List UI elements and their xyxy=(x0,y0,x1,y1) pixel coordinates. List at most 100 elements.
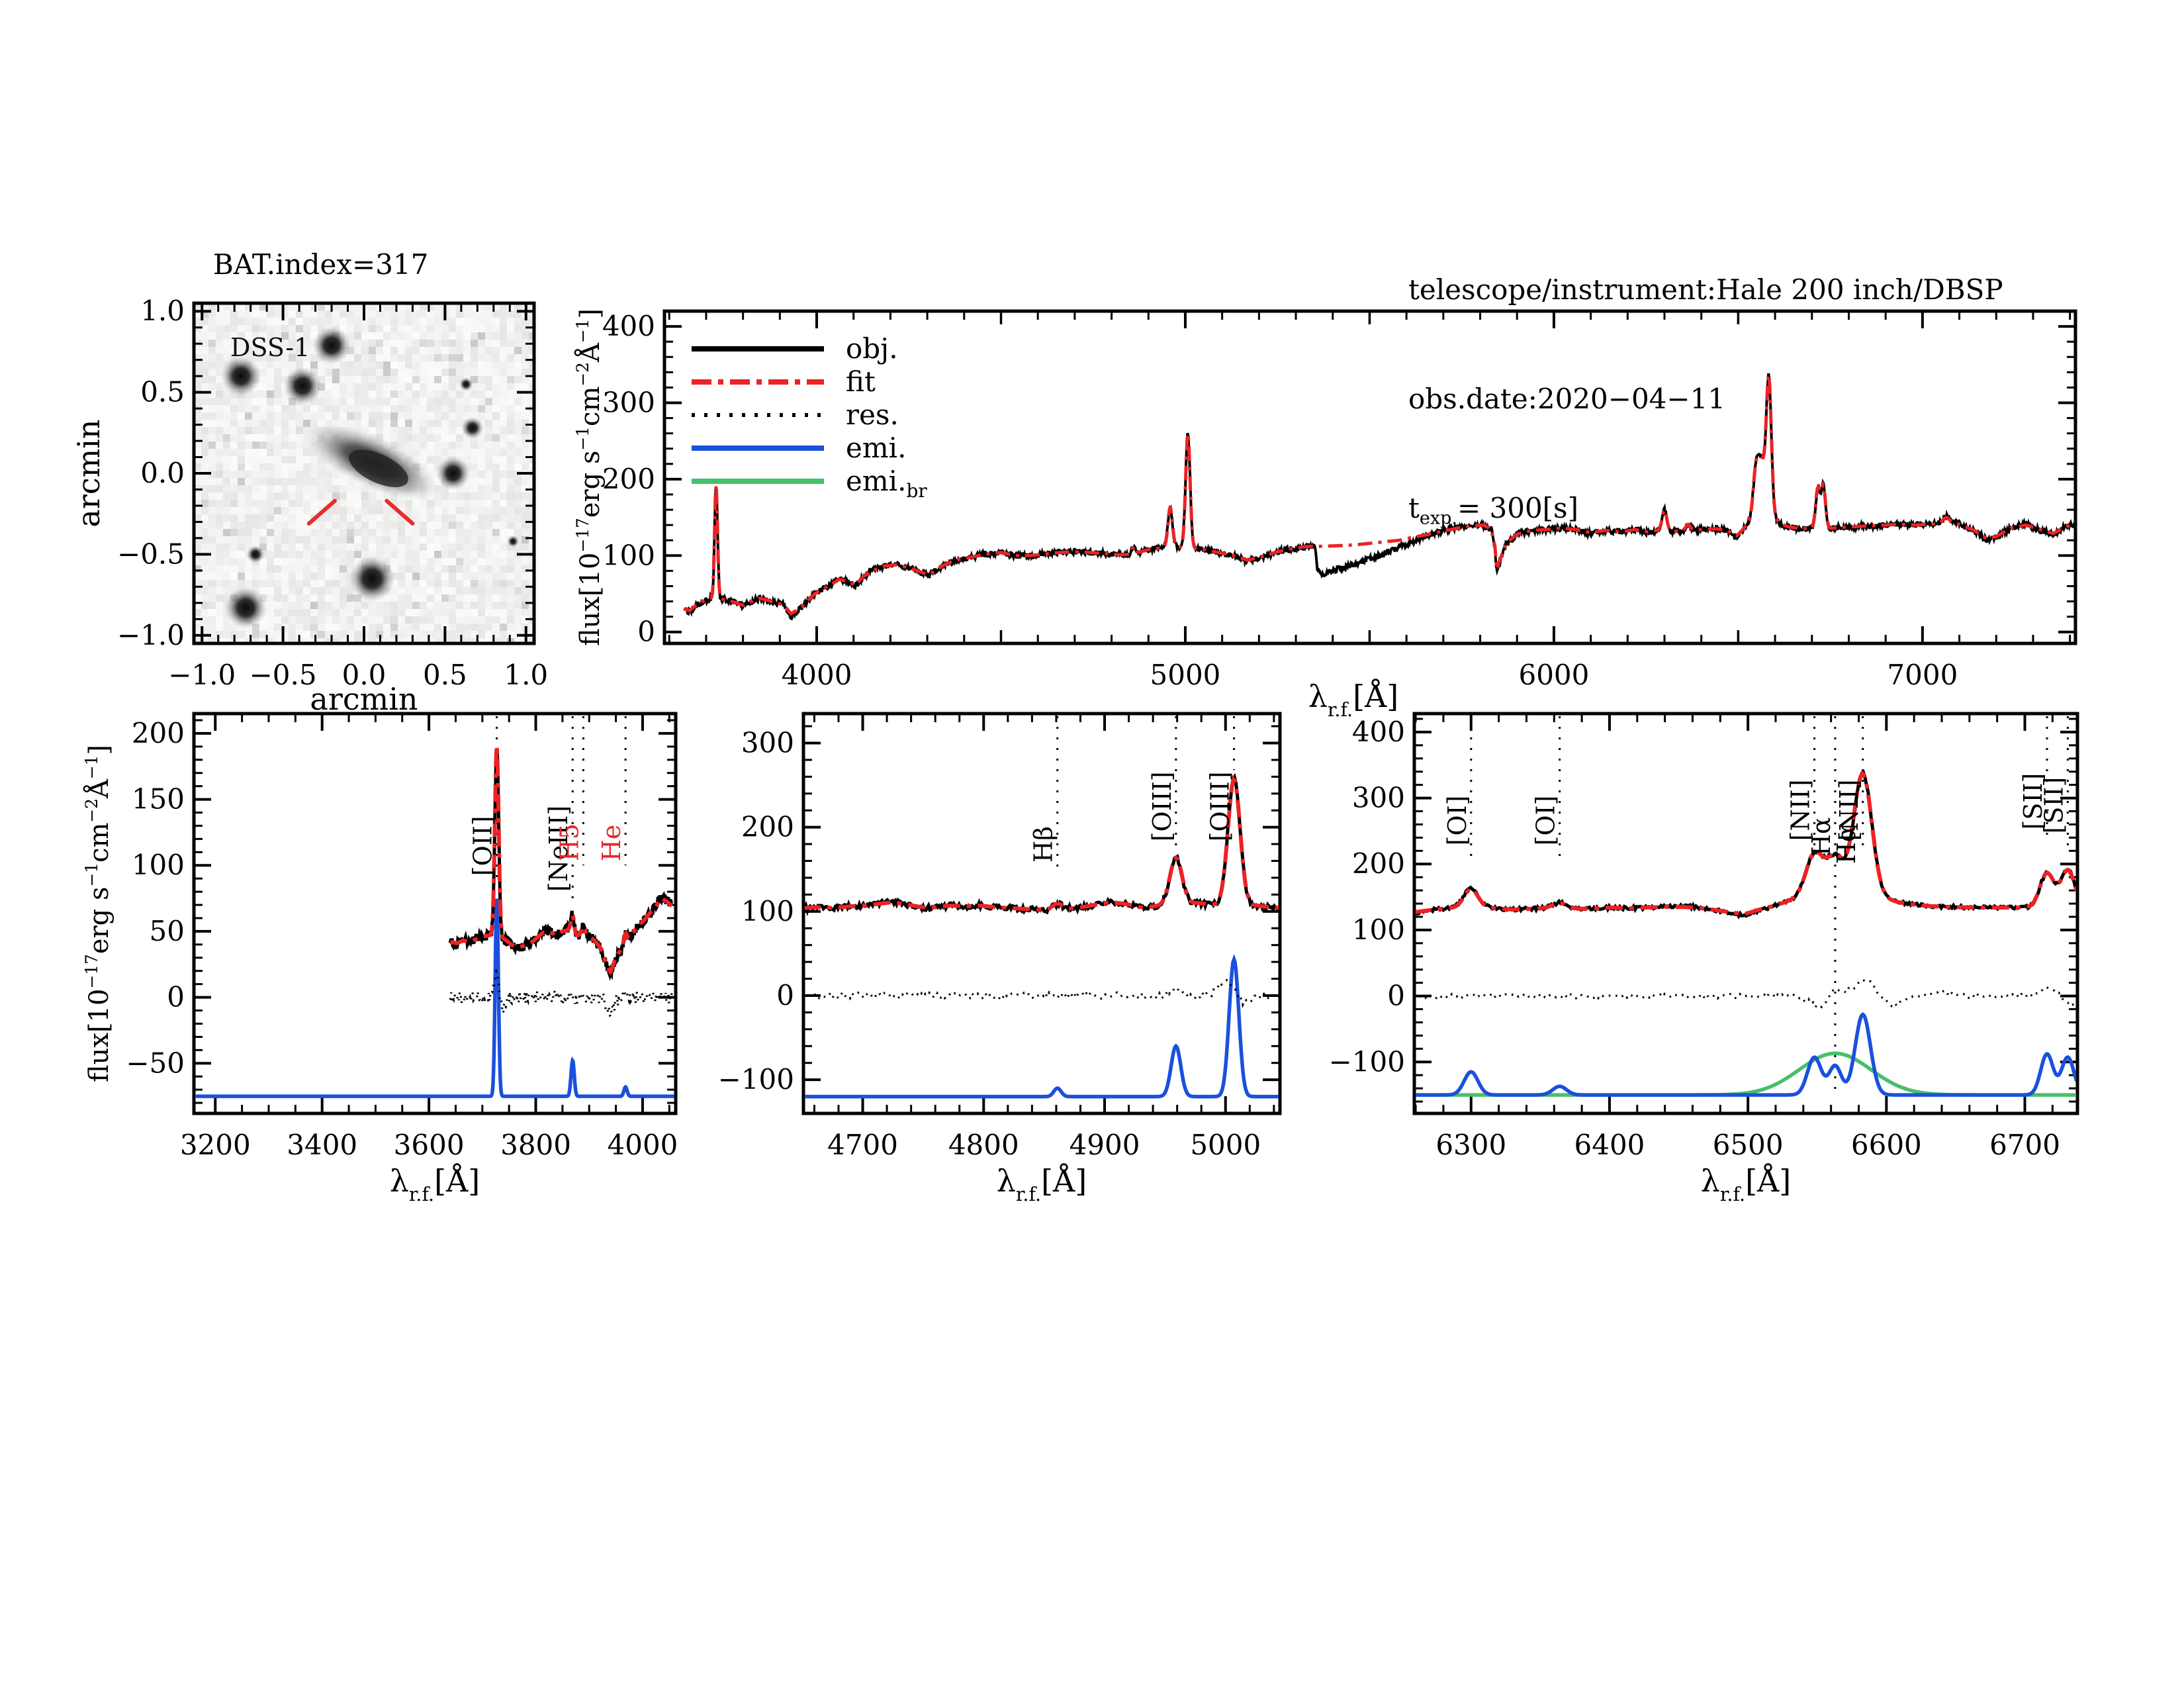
line-label-NII: [NII] xyxy=(1835,779,1864,841)
main-plot-area xyxy=(683,373,2074,621)
svg-text:0: 0 xyxy=(637,616,655,648)
svg-text:300: 300 xyxy=(741,727,794,759)
line-label-OI: [OI] xyxy=(1443,796,1472,846)
svg-text:4000: 4000 xyxy=(608,1129,678,1161)
svg-text:−0.5: −0.5 xyxy=(117,538,185,570)
svg-text:5000: 5000 xyxy=(1190,1129,1261,1161)
line-label-H5: H5 xyxy=(555,823,584,861)
oii-emission-curve xyxy=(195,898,674,1098)
svg-text:4900: 4900 xyxy=(1069,1129,1140,1161)
line-label-OIII: [OIII] xyxy=(1148,771,1177,841)
svg-text:0.5: 0.5 xyxy=(423,659,467,691)
svg-text:−50: −50 xyxy=(126,1047,185,1079)
oii-axes: 3200 3400 3600 3800 4000 −50 0 50 100 150 200 xyxy=(126,712,678,1161)
svg-text:3600: 3600 xyxy=(394,1129,465,1161)
svg-text:4700: 4700 xyxy=(827,1129,898,1161)
hbeta-spectrum-panel: 4700 4800 4900 5000 −100 0 100 200 300 Hβ [OIII] [O… xyxy=(718,712,1282,1205)
svg-text:3200: 3200 xyxy=(180,1129,251,1161)
halpha-residual-curve xyxy=(1416,978,2076,1010)
legend-label-obj: obj. xyxy=(846,332,898,365)
legend-label-res: res. xyxy=(846,399,899,431)
svg-text:400: 400 xyxy=(602,310,655,342)
legend-label-emi: emi. xyxy=(846,432,906,464)
slit-markers xyxy=(306,498,415,526)
svg-text:150: 150 xyxy=(132,783,185,816)
galaxy-blob xyxy=(306,424,438,500)
svg-text:200: 200 xyxy=(132,717,185,749)
line-label-Hα: Hα xyxy=(1807,817,1836,856)
svg-text:200: 200 xyxy=(741,811,794,843)
main-yaxis-label: flux[10−17erg s−1cm−2Å−1] xyxy=(573,308,606,646)
svg-text:6300: 6300 xyxy=(1435,1129,1506,1161)
line-label-OI: [OI] xyxy=(1531,796,1561,846)
bat-index-text: BAT.index=317 xyxy=(213,248,429,281)
svg-text:3400: 3400 xyxy=(287,1129,357,1161)
main-spectrum-panel: 4000 5000 6000 7000 0 100 200 300 400 λr.f.[Å] flu… xyxy=(573,308,2077,721)
telescope-text: telescope/instrument:Hale 200 inch/DBSP xyxy=(1408,273,2003,306)
svg-text:0.0: 0.0 xyxy=(140,457,185,489)
svg-text:6400: 6400 xyxy=(1574,1129,1645,1161)
exposure-text: texp.= 300[s] xyxy=(1408,492,1579,529)
halpha-object-curve xyxy=(1416,769,2076,920)
legend-label-fit: fit xyxy=(846,365,876,398)
hbeta-residual-curve xyxy=(805,979,1279,1009)
line-label-NII: [NII] xyxy=(1786,779,1815,841)
oii-xaxis-label: λr.f.[Å] xyxy=(390,1162,480,1205)
svg-text:1.0: 1.0 xyxy=(504,659,548,691)
halpha-spectrum-panel: 6300 6400 6500 6600 6700 −100 0 100 200 300 400 [OI… xyxy=(1329,712,2079,1205)
line-label-SII: [SII] xyxy=(2019,773,2048,830)
hbeta-fit-curve xyxy=(805,774,1279,912)
line-label-SII: [SII] xyxy=(2039,777,2068,834)
svg-text:5000: 5000 xyxy=(1150,659,1221,691)
svg-text:200: 200 xyxy=(1352,847,1405,880)
svg-text:7000: 7000 xyxy=(1887,659,1958,691)
oii-residual-curve xyxy=(449,968,673,1019)
obs-date-text: obs.date:2020−04−11 xyxy=(1408,383,1726,415)
dss-yaxis-label: arcmin xyxy=(71,419,107,527)
svg-text:300: 300 xyxy=(602,386,655,418)
svg-text:6700: 6700 xyxy=(1989,1129,2060,1161)
svg-text:50: 50 xyxy=(150,915,185,947)
svg-text:6000: 6000 xyxy=(1518,659,1589,691)
svg-text:4800: 4800 xyxy=(948,1129,1019,1161)
hbeta-xaxis-label: λr.f.[Å] xyxy=(997,1162,1087,1205)
line-label-NeIII: [NeIII] xyxy=(544,806,573,892)
main-xaxis-label: λr.f.[Å] xyxy=(1308,678,1398,721)
svg-text:0: 0 xyxy=(1387,980,1405,1012)
svg-text:−0.5: −0.5 xyxy=(250,659,317,691)
dss-image-panel: −1.0 −0.5 0.0 0.5 1.0 −1.0 −0.5 0.0 0.5 1.0 DSS-1 a… xyxy=(71,295,548,717)
halpha-broad-emission-curve xyxy=(1416,1051,2076,1097)
svg-text:4000: 4000 xyxy=(782,659,852,691)
svg-text:−100: −100 xyxy=(1329,1045,1405,1078)
svg-text:6500: 6500 xyxy=(1713,1129,1784,1161)
field-stars xyxy=(220,326,520,629)
hbeta-plot-area xyxy=(805,716,1279,1099)
dss-sky-image xyxy=(194,303,534,643)
line-label-OII: [OII] xyxy=(469,816,498,876)
oii-plot-area xyxy=(195,716,674,1098)
line-label-Hβ: Hβ xyxy=(1029,826,1058,863)
svg-text:100: 100 xyxy=(741,895,794,927)
svg-text:100: 100 xyxy=(602,539,655,571)
svg-text:−1.0: −1.0 xyxy=(168,659,236,691)
halpha-axes: 6300 6400 6500 6600 6700 −100 0 100 200 300 400 xyxy=(1329,712,2079,1161)
oii-spectrum-panel: 3200 3400 3600 3800 4000 −50 0 50 100 150 200 [OII]… xyxy=(82,712,678,1205)
observation-info-block: telescope/instrument:Hale 200 inch/DBSP … xyxy=(1408,199,2003,609)
svg-text:100: 100 xyxy=(1352,914,1405,946)
hbeta-emission-curve xyxy=(805,954,1279,1099)
line-label-Hα-2: Hα xyxy=(1832,825,1861,864)
legend-label-emi_br: emi.br xyxy=(846,465,927,502)
dss-axes: −1.0 −0.5 0.0 0.5 1.0 −1.0 −0.5 0.0 0.5 1.0 xyxy=(117,295,548,691)
halpha-plot-area xyxy=(1416,716,2076,1097)
svg-text:0.5: 0.5 xyxy=(140,376,185,408)
halpha-emission-curve xyxy=(1416,1011,2076,1097)
oii-yaxis-label: flux[10−17erg s−1cm−2Å−1] xyxy=(82,745,114,1082)
svg-text:100: 100 xyxy=(132,849,185,881)
svg-text:0: 0 xyxy=(167,981,185,1013)
svg-text:−1.0: −1.0 xyxy=(117,619,185,651)
main-fit-curve xyxy=(683,375,2074,616)
svg-text:−100: −100 xyxy=(718,1063,794,1096)
